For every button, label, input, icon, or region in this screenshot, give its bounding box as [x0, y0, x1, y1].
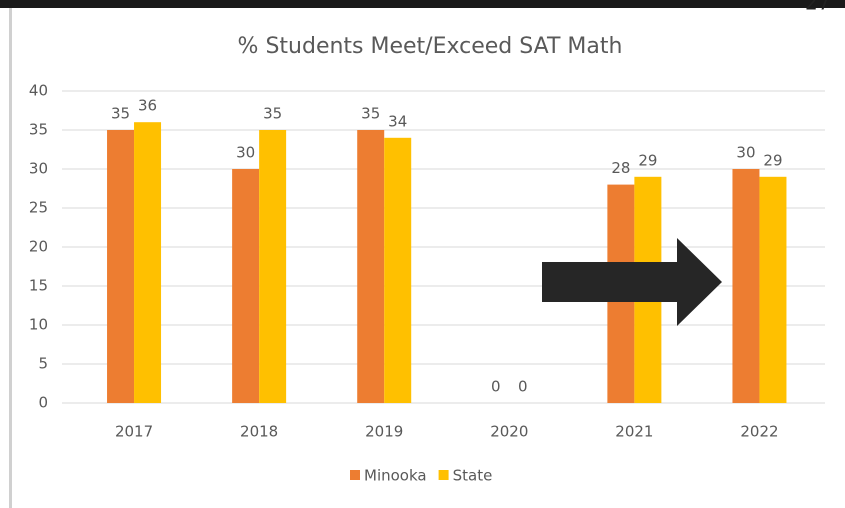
legend-label: State [453, 467, 493, 485]
y-tick-label: 10 [29, 316, 48, 334]
data-label: 35 [111, 105, 130, 123]
bar [259, 130, 287, 403]
top-bar [0, 0, 845, 8]
data-label: 36 [138, 97, 157, 115]
y-tick-label: 35 [29, 121, 48, 139]
bar [134, 122, 162, 403]
y-tick-label: 5 [38, 355, 48, 373]
y-tick-label: 40 [29, 82, 48, 100]
bar [759, 176, 787, 403]
data-label: 30 [236, 144, 255, 162]
page-number: 27 [805, 0, 830, 15]
data-label: 35 [263, 105, 282, 123]
data-label: 0 [491, 378, 501, 396]
arrow [542, 238, 722, 326]
bar [357, 130, 385, 403]
legend-swatch [350, 470, 360, 480]
bar [732, 169, 760, 403]
legend-swatch [438, 470, 449, 480]
x-tick-label: 2021 [615, 423, 653, 441]
data-label: 34 [388, 112, 407, 130]
y-tick-label: 15 [29, 277, 48, 295]
bar [107, 130, 135, 403]
y-tick-label: 0 [38, 394, 48, 412]
bar [384, 137, 412, 404]
chart-title: % Students Meet/Exceed SAT Math [238, 34, 623, 59]
x-tick-label: 2017 [115, 423, 153, 441]
y-tick-label: 20 [29, 238, 48, 256]
legend-label: Minooka [364, 467, 427, 485]
x-tick-label: 2022 [740, 423, 778, 441]
y-tick-label: 25 [29, 199, 48, 217]
x-tick-label: 2020 [490, 423, 528, 441]
data-label: 29 [763, 151, 782, 169]
data-label: 0 [518, 378, 528, 396]
data-label: 30 [736, 144, 755, 162]
y-tick-label: 30 [29, 160, 48, 178]
data-label: 28 [611, 159, 630, 177]
data-label: 35 [361, 105, 380, 123]
left-border [9, 8, 12, 508]
x-tick-label: 2019 [365, 423, 403, 441]
bar [232, 169, 260, 403]
x-tick-label: 2018 [240, 423, 278, 441]
data-label: 29 [638, 151, 657, 169]
